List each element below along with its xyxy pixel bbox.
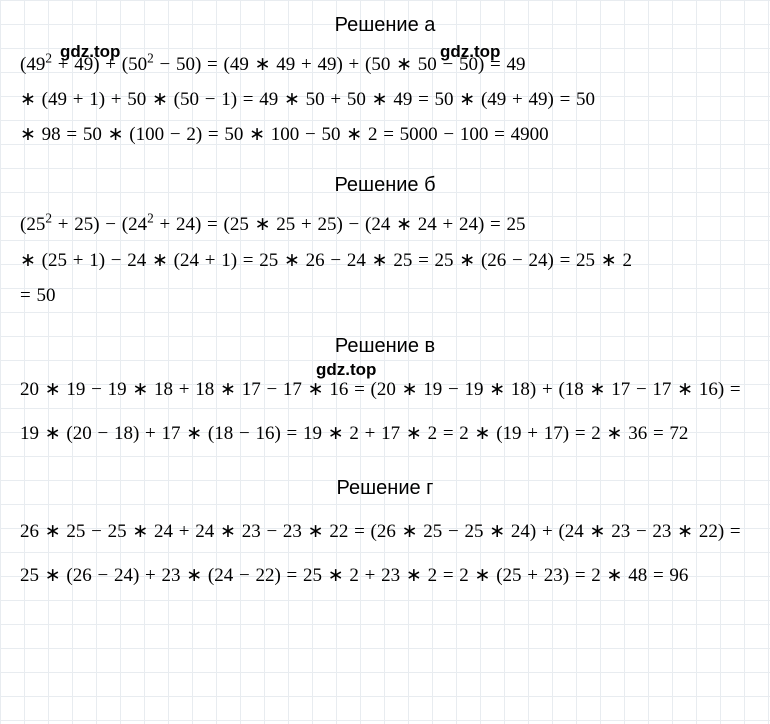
math-line-a-2: ∗ 98 = 50 ∗ (100 − 2) = 50 ∗ 100 − 50 ∗ … (20, 124, 549, 145)
heading-b: Решение б (0, 174, 770, 197)
math-line-a-0: (492 + 49) + (502 − 50) = (49 ∗ 49 + 49)… (20, 54, 526, 75)
math-line-v-0: 20 ∗ 19 − 19 ∗ 18 + 18 ∗ 17 − 17 ∗ 16 = … (20, 379, 741, 400)
math-block-a: (492 + 49) + (502 − 50) = (49 ∗ 49 + 49)… (0, 47, 770, 160)
heading-a: Решение а (0, 14, 770, 37)
math-line-a-1: ∗ (49 + 1) + 50 ∗ (50 − 1) = 49 ∗ 50 + 5… (20, 89, 595, 110)
math-block-v: 20 ∗ 19 − 19 ∗ 18 + 18 ∗ 17 − 17 ∗ 16 = … (0, 368, 770, 463)
math-line-v-1: 19 ∗ (20 − 18) + 17 ∗ (18 − 16) = 19 ∗ 2… (20, 423, 688, 444)
math-block-b: (252 + 25) − (242 + 24) = (25 ∗ 25 + 25)… (0, 207, 770, 320)
math-line-b-1: ∗ (25 + 1) − 24 ∗ (24 + 1) = 25 ∗ 26 − 2… (20, 250, 632, 271)
heading-v: Решение в (0, 335, 770, 358)
math-block-g: 26 ∗ 25 − 25 ∗ 24 + 24 ∗ 23 − 23 ∗ 22 = … (0, 510, 770, 605)
heading-g: Решение г (0, 477, 770, 500)
math-line-b-0: (252 + 25) − (242 + 24) = (25 ∗ 25 + 25)… (20, 214, 526, 235)
math-line-g-1: 25 ∗ (26 − 24) + 23 ∗ (24 − 22) = 25 ∗ 2… (20, 565, 688, 586)
math-line-g-0: 26 ∗ 25 − 25 ∗ 24 + 24 ∗ 23 − 23 ∗ 22 = … (20, 521, 741, 542)
math-line-b-2: = 50 (20, 285, 55, 306)
